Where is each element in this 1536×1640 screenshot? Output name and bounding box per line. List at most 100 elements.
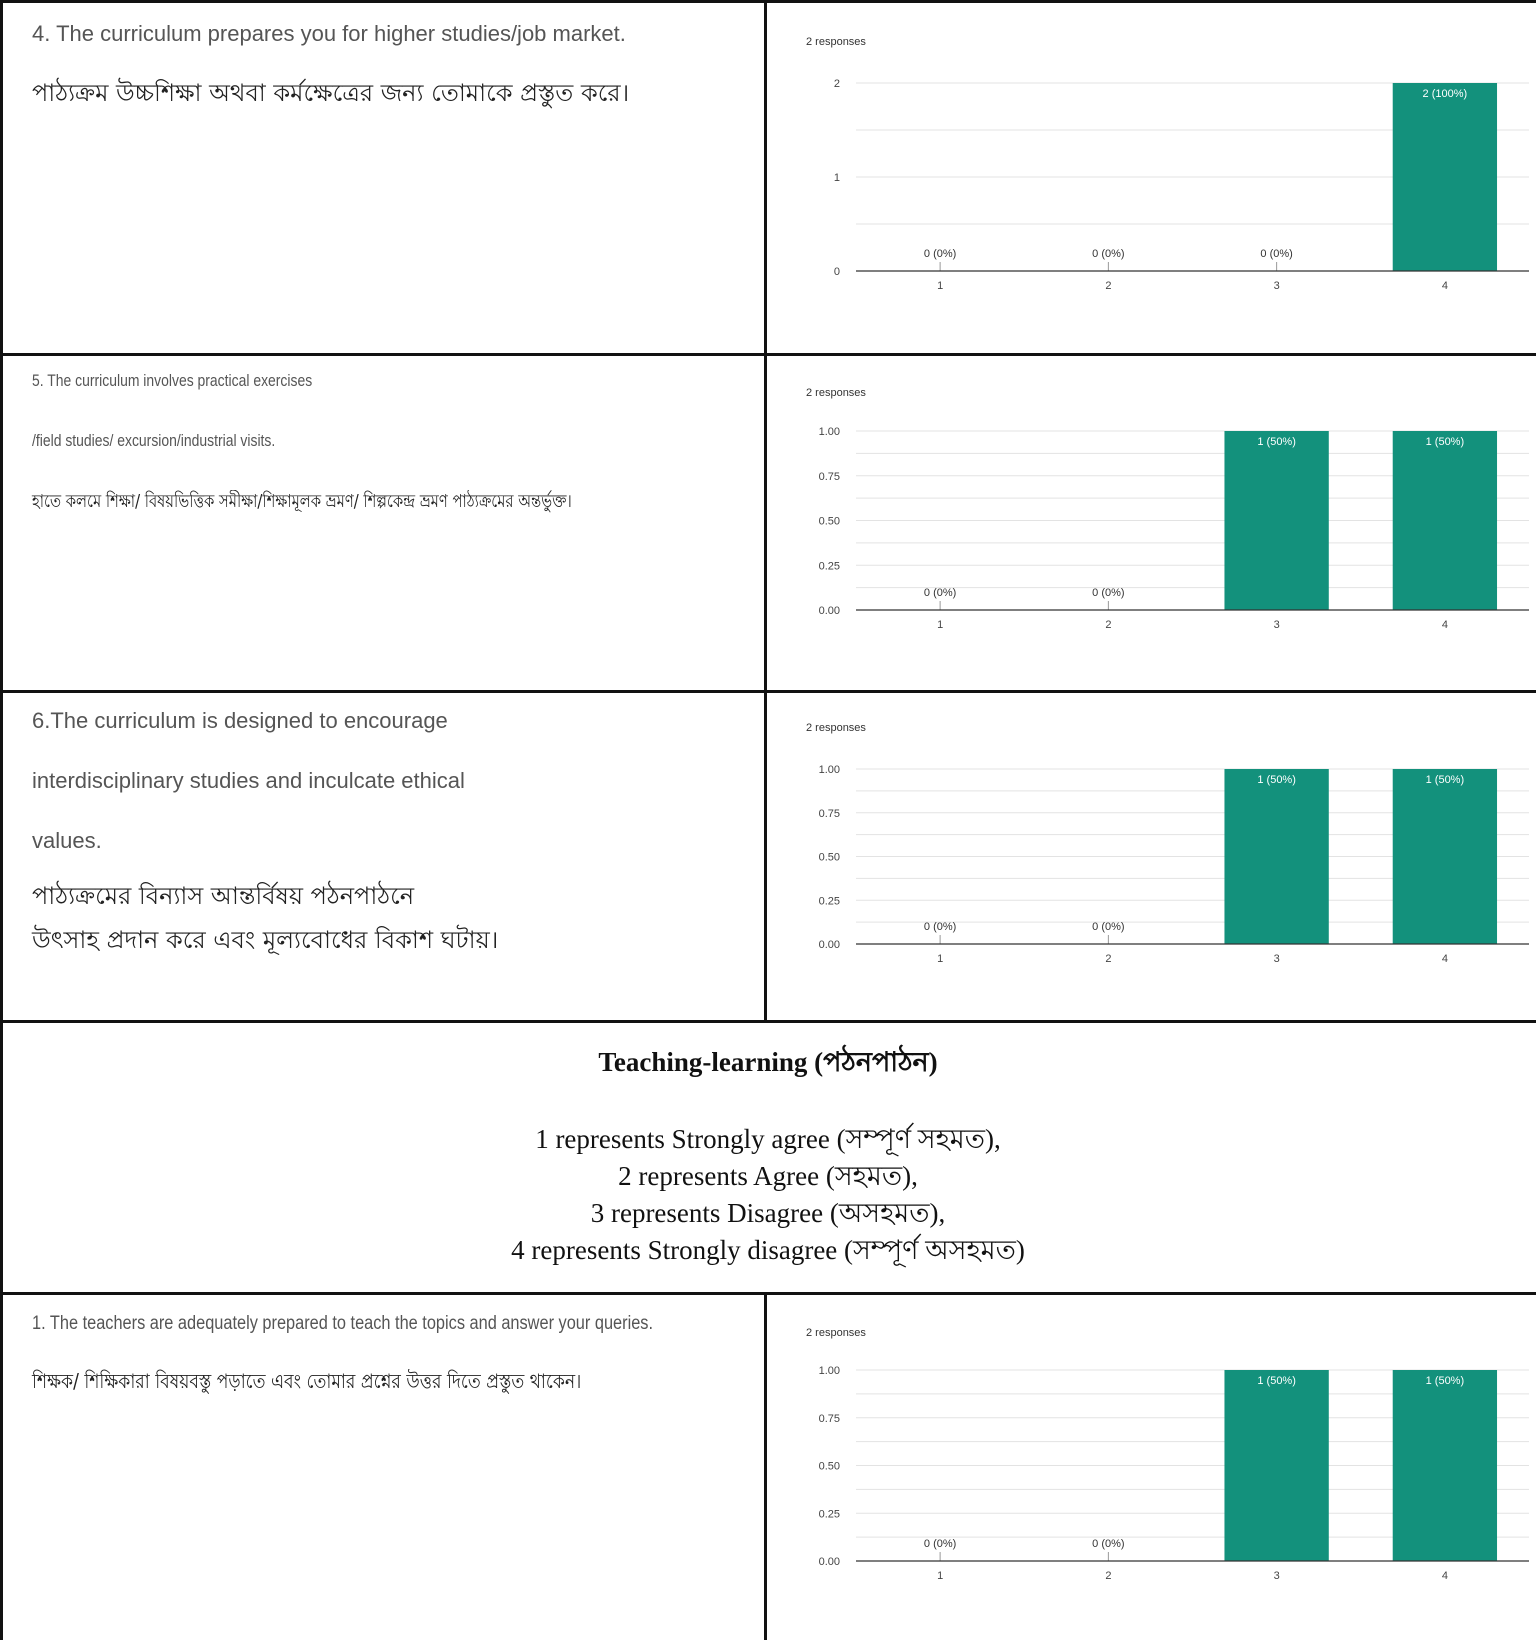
question-text-en: 5. The curriculum involves practical exe… <box>32 371 313 390</box>
y-tick-label: 1.00 <box>819 426 840 438</box>
data-label: 1 (50%) <box>1426 1375 1465 1387</box>
chart-cell: 2 responses 0.00 0.25 0.50 0.75 1.00 0 (0%) 1 0… <box>764 692 1536 1020</box>
table-border <box>0 690 1536 693</box>
data-label: 1 (50%) <box>1257 774 1296 786</box>
question-text-en: interdisciplinary studies and inculcate … <box>32 768 465 793</box>
question-text-en: /field studies/ excursion/industrial vis… <box>32 431 276 450</box>
y-tick-label: 2 <box>834 78 840 90</box>
legend-line: 3 represents Disagree (অসহমত), <box>590 1198 946 1228</box>
table-border <box>764 0 767 1022</box>
question-text-bn: উৎসাহ প্রদান করে এবং মূল্যবোধের বিকাশ ঘট… <box>32 926 499 954</box>
question-text-en: 6.The curriculum is designed to encourag… <box>32 708 448 733</box>
x-tick-label: 4 <box>1442 953 1448 965</box>
y-tick-label: 0.75 <box>819 1413 840 1425</box>
data-label: 0 (0%) <box>1092 921 1124 933</box>
y-tick-label: 0.50 <box>819 1461 840 1473</box>
question-text-en: 1. The teachers are adequately prepared … <box>32 1313 654 1334</box>
y-tick-label: 0.25 <box>819 895 840 907</box>
y-tick-label: 0.75 <box>819 808 840 820</box>
question-text-bn: শিক্ষক/ শিক্ষিকারা বিষয়বস্তু পড়াতে এবং… <box>32 1369 582 1393</box>
question-row: 4. The curriculum prepares you for highe… <box>0 3 1536 353</box>
question-text-en: values. <box>32 828 102 853</box>
rating-legend: 1 represents Strongly agree (সম্পূর্ণ সহ… <box>0 1121 1536 1269</box>
y-tick-label: 0.00 <box>819 1556 840 1568</box>
responses-count: 2 responses <box>806 722 866 734</box>
bar <box>1392 431 1498 610</box>
x-tick-label: 2 <box>1105 1570 1111 1582</box>
section-header: Teaching-learning (পঠনপাঠন) 1 represents… <box>0 1022 1536 1292</box>
y-tick-label: 0.25 <box>819 560 840 572</box>
legend-line: 1 represents Strongly agree (সম্পূর্ণ সহ… <box>535 1124 1001 1154</box>
chart-cell: 2 responses 0.00 0.25 0.50 0.75 1.00 0 (0%) 1 0… <box>764 1295 1536 1640</box>
data-label: 0 (0%) <box>924 248 956 260</box>
data-label: 0 (0%) <box>1092 587 1124 599</box>
bar-chart: 0.00 0.25 0.50 0.75 1.00 0 (0%) 1 0 (0%) 2 1 (50%… <box>819 1365 1529 1582</box>
table-border <box>0 1292 1536 1295</box>
y-tick-label: 0.75 <box>819 471 840 483</box>
bar-chart: 0.00 0.25 0.50 0.75 1.00 0 (0%) 1 0 (0%) 2 1 (50%… <box>819 764 1529 965</box>
x-tick-label: 3 <box>1274 619 1280 631</box>
data-label: 1 (50%) <box>1426 774 1465 786</box>
question-row: 6.The curriculum is designed to encourag… <box>0 692 1536 1020</box>
x-tick-label: 1 <box>937 280 943 292</box>
y-tick-label: 0.00 <box>819 939 840 951</box>
chart-cell: 2 responses 0.00 0.25 0.50 0.75 1.00 0 (0%) 1 0… <box>764 355 1536 690</box>
question-cell: 1. The teachers are adequately prepared … <box>0 1295 764 1640</box>
data-label: 0 (0%) <box>1092 248 1124 260</box>
y-tick-label: 1 <box>834 172 840 184</box>
question-row: 5. The curriculum involves practical exe… <box>0 355 1536 690</box>
x-tick-label: 1 <box>937 1570 943 1582</box>
chart-cell: 2 responses 0 1 2 0 (0%) 1 0 (0%) 2 0 (0%) 3 2 (1… <box>764 3 1536 353</box>
y-tick-label: 0 <box>834 266 840 278</box>
question-text-bn: হাতে কলমে শিক্ষা/ বিষয়ভিত্তিক সমীক্ষা/শ… <box>32 491 572 512</box>
x-tick-label: 1 <box>937 953 943 965</box>
bar <box>1224 1370 1329 1561</box>
data-label: 0 (0%) <box>924 1538 956 1550</box>
x-tick-label: 4 <box>1442 619 1448 631</box>
legend-line: 2 represents Agree (সহমত), <box>618 1161 918 1191</box>
x-tick-label: 4 <box>1442 1570 1448 1582</box>
question-cell: 6.The curriculum is designed to encourag… <box>0 692 764 1020</box>
responses-count: 2 responses <box>806 1327 866 1339</box>
table-border <box>0 0 1536 3</box>
data-label: 0 (0%) <box>1092 1538 1124 1550</box>
x-tick-label: 4 <box>1442 280 1448 292</box>
table-border <box>764 1292 767 1640</box>
question-text-bn: পাঠ্যক্রমের বিন্যাস আন্তর্বিষয় পঠনপাঠনে <box>32 882 415 910</box>
x-tick-label: 1 <box>937 619 943 631</box>
x-tick-label: 3 <box>1274 953 1280 965</box>
bar-chart: 0.00 0.25 0.50 0.75 1.00 0 (0%) 1 0 (0%) 2 1 (50%… <box>819 426 1529 631</box>
question-cell: 4. The curriculum prepares you for highe… <box>0 3 764 353</box>
bar <box>1392 83 1498 271</box>
data-label: 1 (50%) <box>1257 436 1296 448</box>
bar <box>1224 769 1329 944</box>
y-tick-label: 0.25 <box>819 1508 840 1520</box>
data-label: 2 (100%) <box>1423 88 1468 100</box>
data-label: 1 (50%) <box>1426 436 1465 448</box>
y-tick-label: 0.50 <box>819 852 840 864</box>
y-tick-label: 0.00 <box>819 605 840 617</box>
bar <box>1224 431 1329 610</box>
bar-chart: 0 1 2 0 (0%) 1 0 (0%) 2 0 (0%) 3 2 (100%) 4 <box>834 78 1529 292</box>
x-tick-label: 2 <box>1105 953 1111 965</box>
table-border <box>0 0 3 1640</box>
table-border <box>0 1020 1536 1023</box>
question-cell: 5. The curriculum involves practical exe… <box>0 355 764 690</box>
y-tick-label: 1.00 <box>819 1365 840 1377</box>
table-border <box>0 353 1536 356</box>
bar <box>1392 1370 1498 1561</box>
x-tick-label: 3 <box>1274 280 1280 292</box>
legend-line: 4 represents Strongly disagree (সম্পূর্ণ… <box>511 1235 1025 1265</box>
y-tick-label: 1.00 <box>819 764 840 776</box>
responses-count: 2 responses <box>806 387 866 399</box>
responses-count: 2 responses <box>806 36 866 48</box>
section-title: Teaching-learning (পঠনপাঠন) <box>598 1047 938 1077</box>
x-tick-label: 3 <box>1274 1570 1280 1582</box>
data-label: 0 (0%) <box>1260 248 1292 260</box>
data-label: 0 (0%) <box>924 921 956 933</box>
x-tick-label: 2 <box>1105 280 1111 292</box>
data-label: 1 (50%) <box>1257 1375 1296 1387</box>
data-label: 0 (0%) <box>924 587 956 599</box>
x-tick-label: 2 <box>1105 619 1111 631</box>
